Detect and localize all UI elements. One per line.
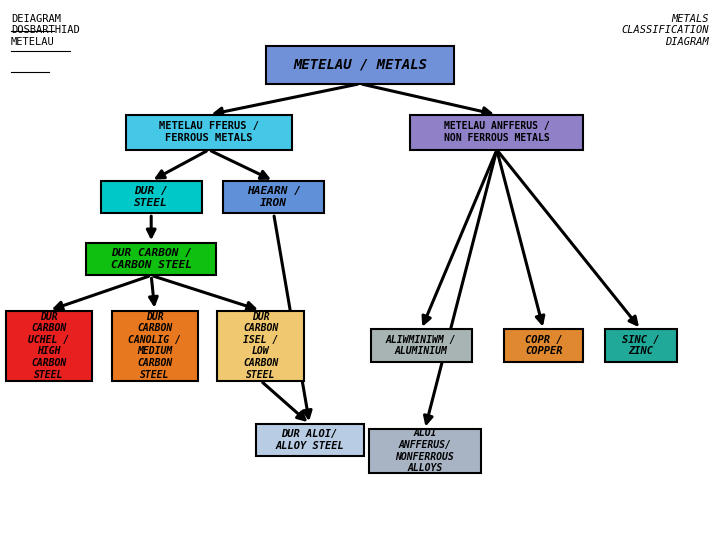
FancyBboxPatch shape [371, 329, 472, 362]
FancyBboxPatch shape [410, 114, 583, 150]
Text: DUR
CARBON
ISEL /
LOW
CARBON
STEEL: DUR CARBON ISEL / LOW CARBON STEEL [243, 312, 278, 380]
Text: DEIAGRAM
DOSBARTHIAD
METELAU: DEIAGRAM DOSBARTHIAD METELAU [11, 14, 79, 46]
Text: HAEARN /
IRON: HAEARN / IRON [246, 186, 301, 208]
Text: METELAU ANFFERUS /
NON FERROUS METALS: METELAU ANFFERUS / NON FERROUS METALS [444, 122, 549, 143]
Text: METALS
CLASSIFICATION
DIAGRAM: METALS CLASSIFICATION DIAGRAM [621, 14, 709, 46]
Text: DUR ALOI/
ALLOY STEEL: DUR ALOI/ ALLOY STEEL [275, 429, 344, 451]
FancyBboxPatch shape [256, 424, 364, 456]
FancyBboxPatch shape [6, 310, 92, 381]
FancyBboxPatch shape [369, 429, 481, 472]
Text: DUR CARBON /
CARBON STEEL: DUR CARBON / CARBON STEEL [111, 248, 192, 270]
Text: DUR
CARBON
UCHEL /
HIGH
CARBON
STEEL: DUR CARBON UCHEL / HIGH CARBON STEEL [28, 312, 70, 380]
Text: METELAU / METALS: METELAU / METALS [293, 58, 427, 72]
FancyBboxPatch shape [223, 181, 324, 213]
Text: ALOI
ANFFERUS/
NONFERROUS
ALLOYS: ALOI ANFFERUS/ NONFERROUS ALLOYS [395, 429, 454, 473]
FancyBboxPatch shape [217, 310, 304, 381]
Text: DUR /
STEEL: DUR / STEEL [135, 186, 168, 208]
FancyBboxPatch shape [504, 329, 583, 362]
FancyBboxPatch shape [86, 243, 216, 275]
Text: ALIWMINIWM /
ALUMINIUM: ALIWMINIWM / ALUMINIUM [386, 335, 456, 356]
Text: SINC /
ZINC: SINC / ZINC [622, 335, 660, 356]
FancyBboxPatch shape [266, 46, 454, 84]
FancyBboxPatch shape [101, 181, 202, 213]
Text: METELAU FFERUS /
FERROUS METALS: METELAU FFERUS / FERROUS METALS [159, 122, 258, 143]
Text: COPR /
COPPER: COPR / COPPER [525, 335, 562, 356]
FancyBboxPatch shape [126, 114, 292, 150]
Text: DUR
CARBON
CANOLIG /
MEDIUM
CARBON
STEEL: DUR CARBON CANOLIG / MEDIUM CARBON STEEL [128, 312, 181, 380]
FancyBboxPatch shape [605, 329, 677, 362]
FancyBboxPatch shape [112, 310, 198, 381]
